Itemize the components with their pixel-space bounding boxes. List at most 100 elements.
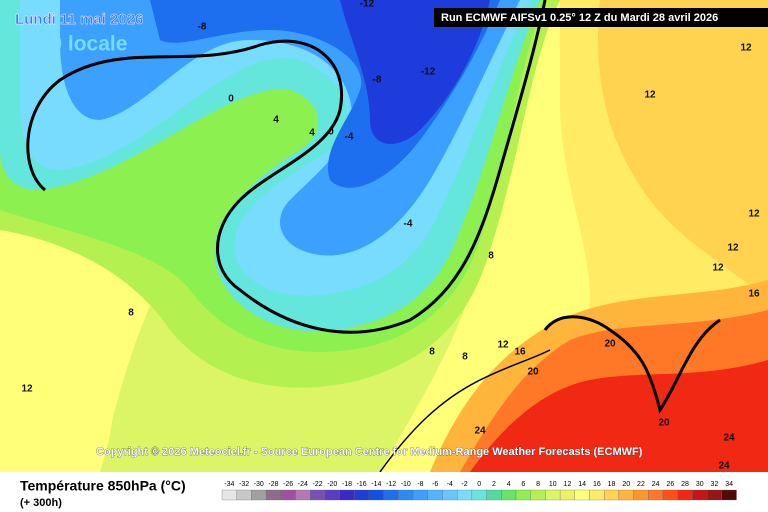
scale-tick-label: 10	[549, 481, 557, 488]
contour-label: 20	[527, 367, 539, 378]
field-darkest-blue	[340, 0, 490, 144]
scale-tick-label: 12	[564, 481, 572, 488]
scale-tick-label: -6	[432, 481, 438, 488]
contour-label: 20	[658, 418, 670, 429]
scale-tick-label: -20	[327, 481, 337, 488]
scale-tick-label: 26	[666, 481, 674, 488]
scale-swatch	[471, 489, 487, 501]
scale-swatch	[442, 489, 458, 501]
contour-label: 12	[712, 263, 724, 274]
contour-label: 0	[228, 94, 234, 105]
scale-tick-label: 30	[696, 481, 704, 488]
scale-swatch	[706, 489, 722, 501]
scale-swatch	[486, 489, 502, 501]
run-info: Run ECMWF AIFSv1 0.25° 12 Z du Mardi 28 …	[441, 12, 718, 24]
scale-tick-label: -8	[417, 481, 423, 488]
scale-tick-label: 14	[578, 481, 586, 488]
contour-label: 4	[273, 115, 279, 126]
scale-tick-label: 8	[536, 481, 540, 488]
scale-tick-label: 6	[521, 481, 525, 488]
scale-swatch	[574, 489, 590, 501]
contour-label: 8	[462, 352, 468, 363]
forecast-time: 2:00 locale	[20, 33, 127, 56]
scale-tick-label: -12	[386, 481, 396, 488]
scale-swatch	[221, 489, 237, 501]
scale-tick-label: 34	[725, 481, 733, 488]
scale-tick-label: -4	[447, 481, 453, 488]
scale-swatch	[251, 489, 267, 501]
contour-label: 4	[309, 128, 315, 139]
contour-label: 12	[497, 340, 509, 351]
scale-tick-label: 18	[608, 481, 616, 488]
field-yellow-west	[0, 250, 115, 472]
scale-tick-label: 4	[507, 481, 511, 488]
scale-tick-label: -22	[312, 481, 322, 488]
scale-swatch	[310, 489, 326, 501]
scale-tick-label: 24	[652, 481, 660, 488]
scale-swatch	[530, 489, 546, 501]
contour-label: 16	[514, 347, 526, 358]
scale-swatch	[648, 489, 664, 501]
contour-label: -8	[198, 22, 207, 33]
contour-label: 12	[644, 90, 656, 101]
color-scale: -34 -32 -30 -28 -26 -24 -22 -20 -18 -16 -14 -12 -10-…	[221, 481, 737, 501]
scale-tick-label: 22	[637, 481, 645, 488]
scale-swatch	[501, 489, 517, 501]
scale-tick-label: -32	[239, 481, 249, 488]
scale-tick-label: 2	[492, 481, 496, 488]
scale-swatch	[368, 489, 384, 501]
scale-tick-label: -30	[254, 481, 264, 488]
scale-tick-label: -24	[298, 481, 308, 488]
forecast-date: Lundi 11 mai 2026	[15, 11, 143, 28]
scale-swatch	[383, 489, 399, 501]
scale-swatch	[265, 489, 281, 501]
scale-swatch	[295, 489, 311, 501]
contour-label: 16	[748, 289, 760, 300]
scale-swatch	[398, 489, 414, 501]
scale-swatch	[427, 489, 443, 501]
zero-isotherm	[26, 0, 547, 334]
scale-tick-label: -2	[461, 481, 467, 488]
scale-tick-label: 28	[681, 481, 689, 488]
scale-tick-label: -16	[357, 481, 367, 488]
scale-swatch	[515, 489, 531, 501]
contour-label: 12	[727, 243, 739, 254]
contour-label: -4	[345, 132, 354, 143]
contour-label: 0	[328, 127, 334, 138]
scale-swatch	[589, 489, 605, 501]
contour-label: 20	[604, 339, 616, 350]
isotherm-thin	[379, 349, 551, 473]
scale-tick-label: -26	[283, 481, 293, 488]
contour-label: 12	[748, 209, 760, 220]
scale-tick-label: -10	[401, 481, 411, 488]
scale-swatch	[354, 489, 370, 501]
scale-swatch	[236, 489, 252, 501]
scale-swatch	[604, 489, 620, 501]
scale-tick-label: 0	[477, 481, 481, 488]
scale-tick-label: -34	[224, 481, 234, 488]
run-box	[434, 8, 768, 27]
contour-label: 8	[128, 308, 134, 319]
scale-tick-label: -28	[268, 481, 278, 488]
contour-label: 12	[740, 43, 752, 54]
contour-label: -12	[421, 67, 436, 78]
scale-swatch	[457, 489, 473, 501]
scale-swatch	[559, 489, 575, 501]
copyright: Copyright © 2026 Meteociel.fr - Source E…	[96, 446, 643, 458]
scale-swatch	[662, 489, 678, 501]
contour-label: -4	[404, 219, 413, 230]
scale-swatch	[633, 489, 649, 501]
twenty-isotherm	[543, 315, 721, 414]
scale-tick-label: -18	[342, 481, 352, 488]
scale-tick-label: -14	[371, 481, 381, 488]
scale-swatch	[280, 489, 296, 501]
contour-label: 8	[488, 251, 494, 262]
scale-swatch	[677, 489, 693, 501]
field-orange-light	[598, 0, 768, 300]
field-red	[470, 360, 768, 472]
scale-tick-label: 16	[593, 481, 601, 488]
legend-title: Température 850hPa (°C)	[20, 478, 186, 494]
